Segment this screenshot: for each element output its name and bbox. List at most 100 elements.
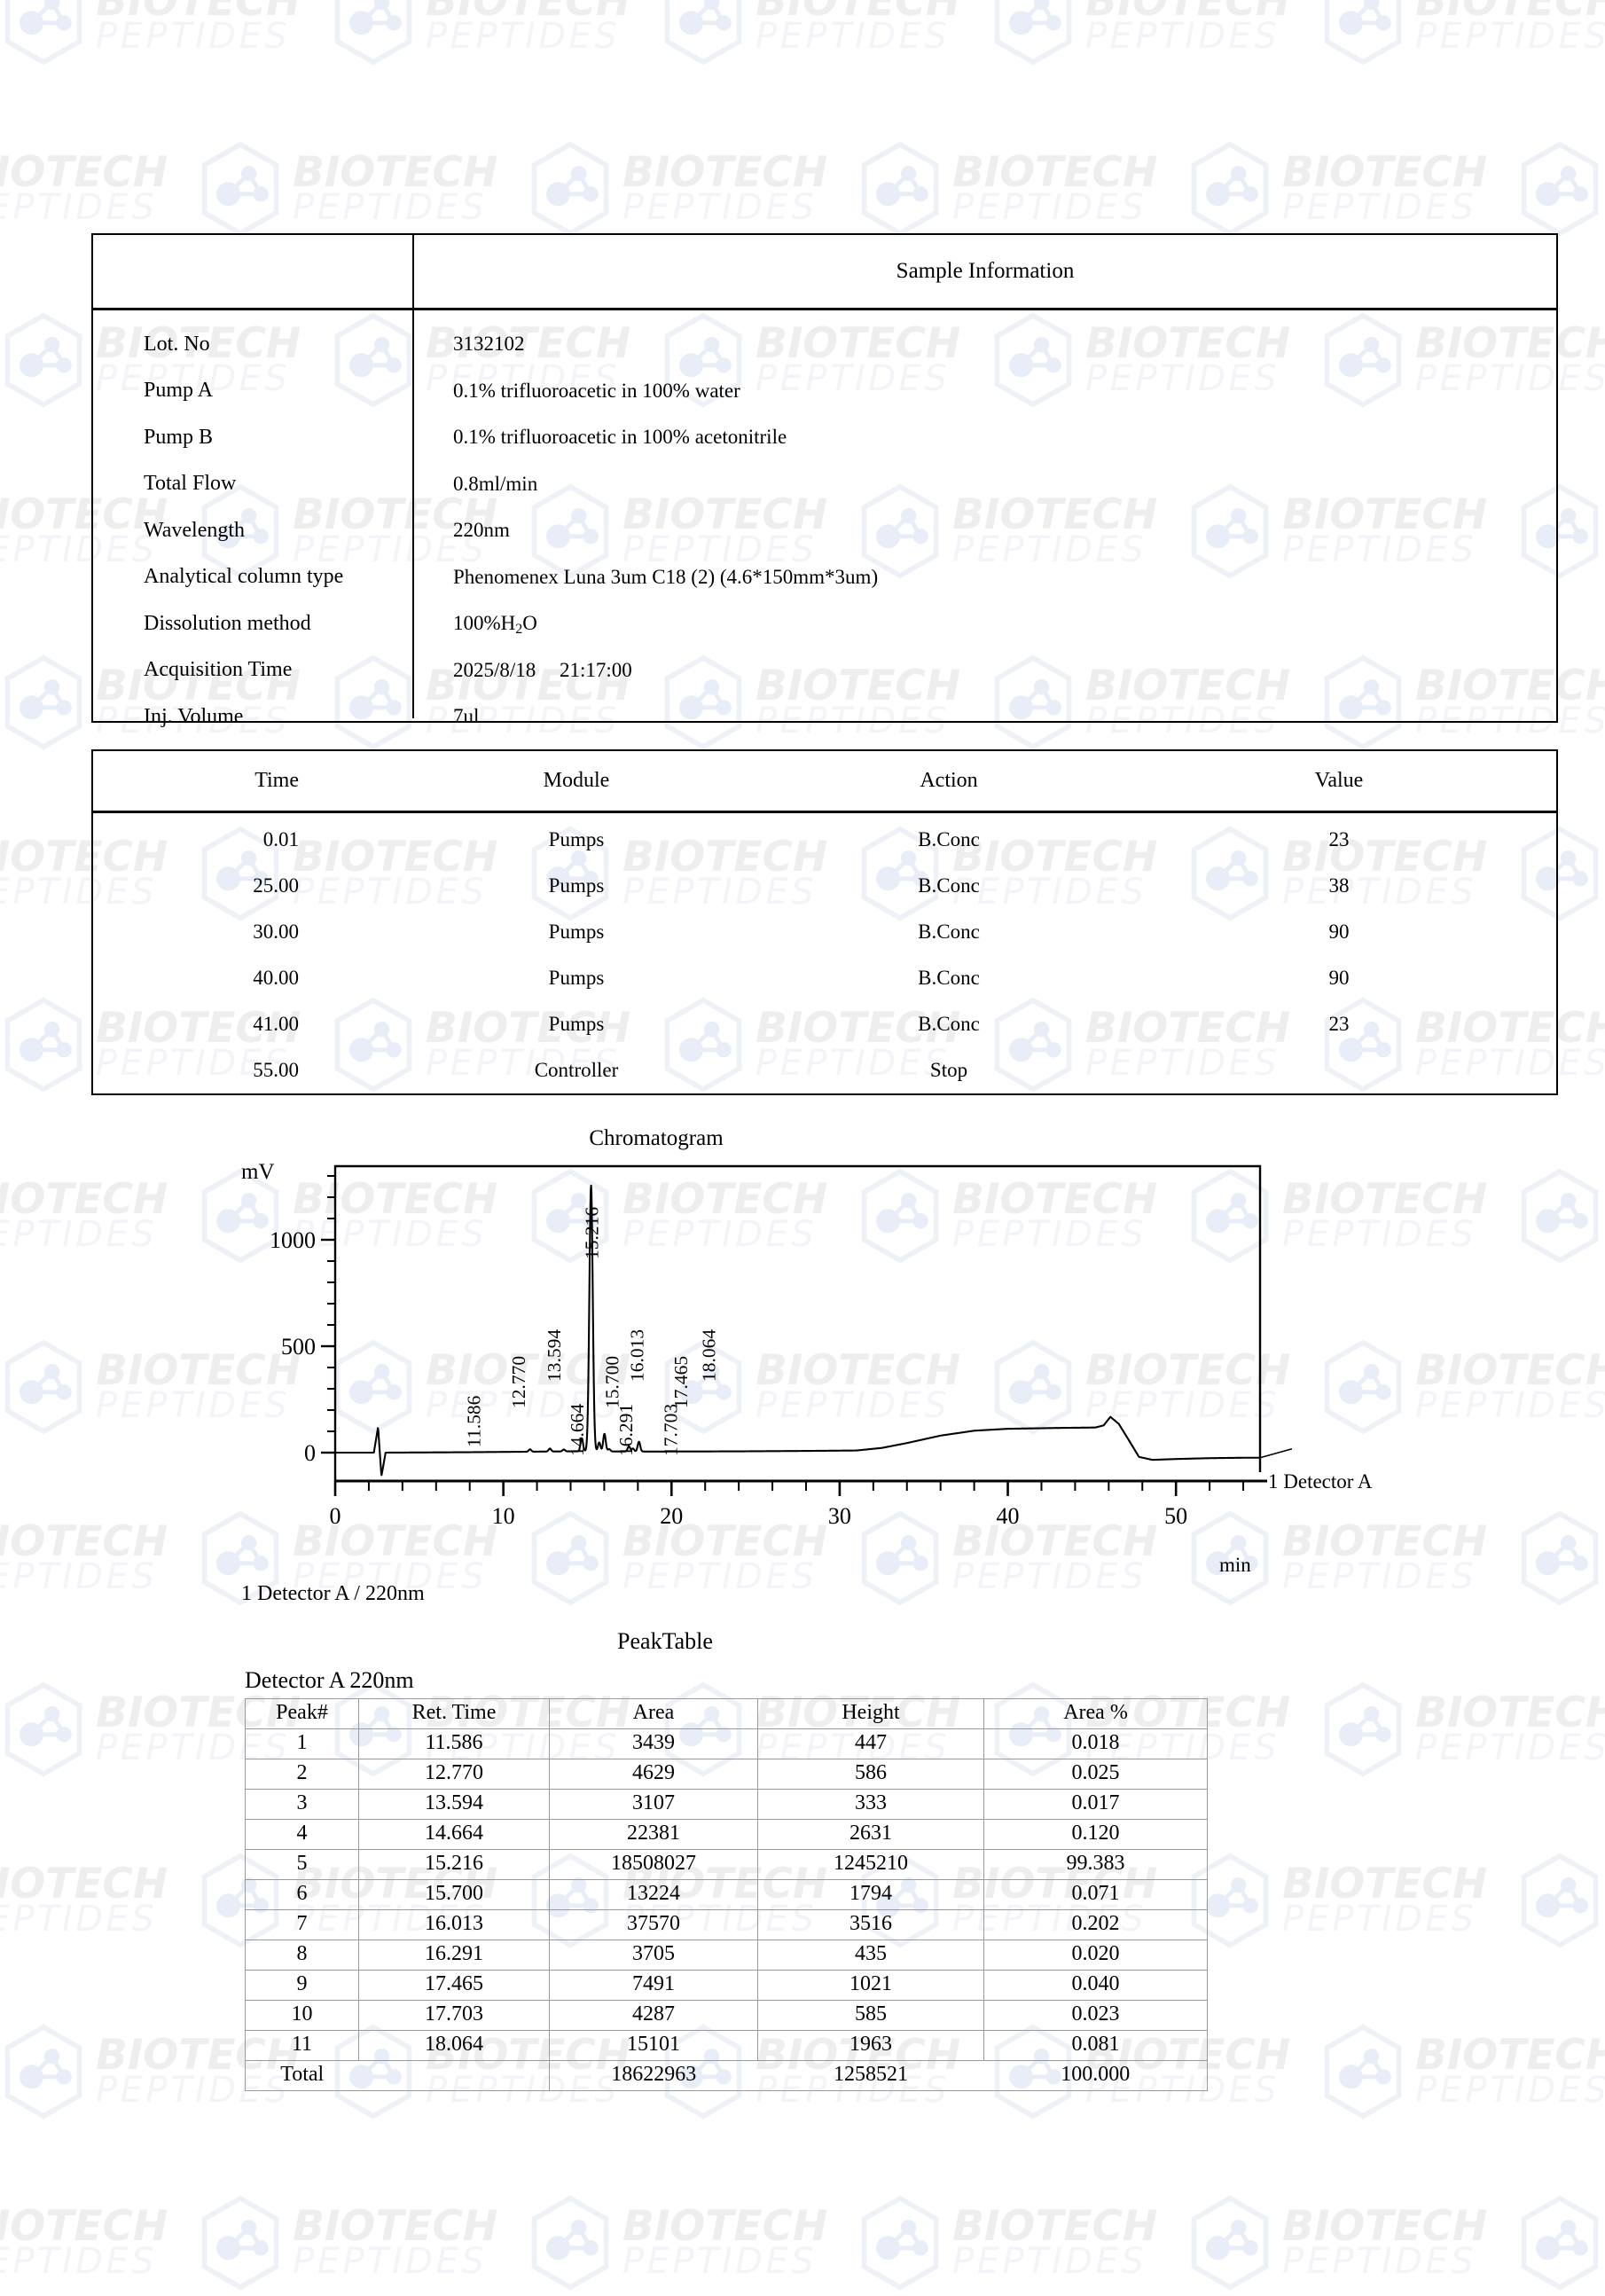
watermark-brand: BIOTECH	[1282, 2201, 1488, 2251]
peak-retention-label: 17.703	[661, 1404, 682, 1456]
table-row: 100%H2O	[414, 600, 1556, 647]
table-row: 0.1% trifluoroacetic in 100% water	[414, 368, 1556, 415]
gradient-col-time-header: Time	[254, 769, 299, 792]
watermark-subbrand: PEPTIDES	[96, 16, 291, 58]
sample-information-header-right-cell: Sample Information	[414, 235, 1556, 308]
sample-information-header-row: Sample Information	[93, 235, 1556, 310]
gradient-value: 90	[1328, 921, 1350, 943]
table-row: 0.1% trifluoroacetic in 100% acetonitril…	[414, 414, 1556, 461]
watermark-brand: BIOTECH	[293, 147, 498, 197]
watermark-tile: BIOTECH PEPTIDES	[1319, 0, 1605, 71]
x-axis-tick-label: 20	[660, 1503, 683, 1529]
acquisition-time-label: Acquisition Time	[144, 658, 293, 682]
wavelength-label: Wavelength	[144, 518, 246, 542]
table-row: 3132102	[414, 321, 1556, 368]
area-col-header: Area	[549, 1698, 758, 1729]
watermark-subbrand: PEPTIDES	[622, 187, 818, 229]
gradient-program-body: 0.01 Pumps B.Conc 23 25.00 Pumps B.Conc …	[93, 813, 1556, 1093]
watermark-brand: BIOTECH	[756, 0, 961, 26]
gradient-col-value-header: Value	[1314, 769, 1364, 792]
gradient-program-table: Time Module Action Value 0.01 Pumps B.Co…	[91, 749, 1558, 1095]
peak-ret-time: 13.594	[358, 1789, 550, 1820]
watermark-subbrand: PEPTIDES	[293, 2241, 488, 2283]
peak-table-detector-label: Detector A 220nm	[245, 1667, 414, 1693]
molecule-hex-icon	[1521, 141, 1599, 237]
dissolution-subscript: 2	[515, 622, 523, 638]
sample-information-value-column: 3132102 0.1% trifluoroacetic in 100% wat…	[414, 310, 1556, 727]
total-ret-time	[358, 2060, 550, 2091]
peak-ret-time: 17.703	[358, 2000, 550, 2031]
peak-number: 1	[245, 1728, 359, 1759]
watermark-brand: BIOTECH	[0, 2201, 168, 2251]
table-row: 25.00 Pumps B.Conc 38	[93, 863, 1556, 909]
dissolution-method-label: Dissolution method	[144, 611, 311, 635]
sample-information-title: Sample Information	[896, 259, 1075, 283]
peak-area: 15101	[549, 2030, 758, 2061]
x-axis-tick-label: 30	[828, 1503, 851, 1529]
height-col-header: Height	[757, 1698, 984, 1729]
watermark-tile: BIOTECH PEPTIDES	[1186, 2190, 1515, 2296]
peak-area: 7491	[549, 1970, 758, 2001]
watermark-subbrand: PEPTIDES	[293, 187, 488, 229]
table-row: Phenomenex Luna 3um C18 (2) (4.6*150mm*3…	[414, 554, 1556, 601]
molecule-hex-icon	[1521, 1853, 1599, 1948]
peak-height: 1021	[757, 1970, 984, 2001]
peak-area: 4629	[549, 1759, 758, 1790]
molecule-hex-icon	[4, 997, 82, 1093]
x-axis-tick-label: 50	[1164, 1503, 1187, 1529]
table-row: 2025/8/18 21:17:00	[414, 647, 1556, 694]
y-axis-tick-label: 500	[281, 1334, 316, 1360]
peak-retention-label: 16.013	[627, 1329, 648, 1382]
peak-number: 2	[245, 1759, 359, 1790]
watermark-tile: BIOTECH PEPTIDES	[1516, 2190, 1605, 2296]
peak-area: 3705	[549, 1939, 758, 1971]
peak-number: 6	[245, 1879, 359, 1910]
peak-area: 13224	[549, 1879, 758, 1910]
gradient-module: Pumps	[548, 967, 605, 989]
table-row: 10 17.703 4287 585 0.023	[245, 2000, 1208, 2031]
watermark-tile: BIOTECH PEPTIDES	[0, 2190, 195, 2296]
peak-ret-time: 14.664	[358, 1819, 550, 1850]
total-flow-value: 0.8ml/min	[453, 472, 538, 495]
peak-number: 11	[245, 2030, 359, 2061]
gradient-time: 41.00	[253, 1013, 299, 1035]
gradient-module: Pumps	[548, 828, 605, 850]
ret-time-col-header: Ret. Time	[358, 1698, 550, 1729]
gradient-col-module-header: Module	[543, 769, 610, 792]
watermark-tile: BIOTECH PEPTIDES	[0, 1847, 195, 1954]
molecule-hex-icon	[531, 141, 609, 237]
peak-area: 22381	[549, 1819, 758, 1850]
molecule-hex-icon	[1521, 2195, 1599, 2291]
gradient-action: Stop	[929, 1059, 968, 1081]
column-type-label: Analytical column type	[144, 565, 344, 589]
x-axis-tick-label: 10	[492, 1503, 515, 1529]
peak-height: 586	[757, 1759, 984, 1790]
watermark-subbrand: PEPTIDES	[426, 16, 621, 58]
gradient-value: 38	[1328, 874, 1350, 897]
watermark-subbrand: PEPTIDES	[952, 2241, 1147, 2283]
table-row: Wavelength	[93, 507, 412, 554]
gradient-value: 23	[1328, 828, 1350, 850]
peak-area: 37570	[549, 1909, 758, 1940]
watermark-brand: BIOTECH	[1282, 1859, 1488, 1908]
peak-retention-label: 16.291	[615, 1404, 637, 1456]
gradient-program-header-row: Time Module Action Value	[93, 751, 1556, 813]
watermark-tile: BIOTECH PEPTIDES	[0, 0, 328, 71]
watermark-brand: BIOTECH	[1415, 1688, 1605, 1737]
watermark-subbrand: PEPTIDES	[0, 1899, 158, 1940]
watermark-brand: BIOTECH	[293, 2201, 498, 2251]
wavelength-value: 220nm	[453, 519, 510, 542]
watermark-brand: BIOTECH	[1415, 2030, 1605, 2080]
watermark-brand: BIOTECH	[622, 2201, 828, 2251]
lot-no-label: Lot. No	[144, 332, 210, 356]
inj-volume-value: 7ul	[453, 705, 480, 728]
watermark-brand: BIOTECH	[1085, 0, 1291, 26]
peak-ret-time: 16.013	[358, 1909, 550, 1940]
watermark-subbrand: PEPTIDES	[756, 16, 951, 58]
gradient-time: 40.00	[253, 967, 299, 989]
acquisition-clock: 21:17:00	[560, 658, 632, 681]
pump-a-value: 0.1% trifluoroacetic in 100% water	[453, 379, 740, 402]
peak-retention-label: 11.586	[464, 1395, 485, 1447]
watermark-tile: BIOTECH PEPTIDES	[1186, 1847, 1515, 1954]
molecule-hex-icon	[4, 654, 82, 750]
